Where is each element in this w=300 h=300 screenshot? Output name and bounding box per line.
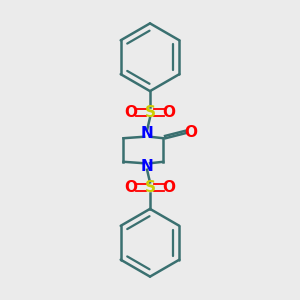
Text: O: O (184, 125, 197, 140)
Text: S: S (145, 105, 155, 120)
Text: N: N (141, 126, 153, 141)
Text: S: S (145, 180, 155, 195)
Text: O: O (124, 180, 137, 195)
Text: O: O (124, 105, 137, 120)
Text: O: O (163, 105, 176, 120)
Text: N: N (141, 159, 153, 174)
Text: O: O (163, 180, 176, 195)
